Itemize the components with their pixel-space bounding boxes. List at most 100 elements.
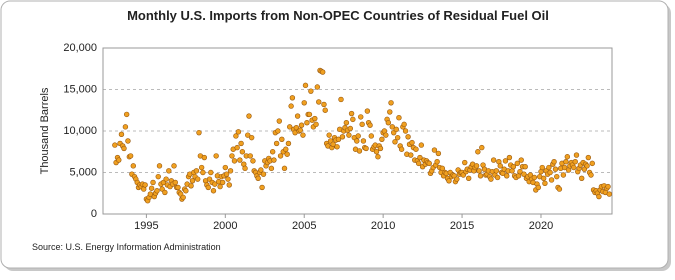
- point: [473, 163, 480, 169]
- point: [518, 157, 524, 163]
- point: [247, 153, 253, 159]
- point: [546, 164, 552, 171]
- y-tick-label: 5,000: [69, 166, 97, 178]
- point: [368, 133, 375, 139]
- point: [219, 179, 226, 186]
- point: [227, 168, 234, 174]
- point: [222, 164, 229, 171]
- point: [313, 121, 319, 128]
- point: [454, 176, 460, 182]
- x-tick-label: 2015: [450, 220, 474, 232]
- point: [285, 140, 292, 147]
- point: [213, 153, 219, 159]
- point: [358, 114, 364, 120]
- y-tick-label: 0: [91, 208, 97, 220]
- point: [584, 163, 590, 169]
- point: [294, 113, 301, 119]
- point: [298, 122, 305, 128]
- point: [200, 169, 206, 176]
- point: [389, 124, 396, 130]
- point: [417, 154, 423, 161]
- point: [571, 164, 577, 171]
- point: [277, 153, 284, 159]
- point: [308, 88, 314, 94]
- x-tick-label: 2005: [292, 220, 316, 232]
- x-tick-label: 2010: [371, 220, 395, 232]
- point: [163, 176, 169, 182]
- y-axis-label: Thousand Barrels: [39, 87, 51, 174]
- point: [255, 175, 261, 182]
- point: [234, 144, 240, 151]
- point: [564, 154, 571, 160]
- point: [205, 184, 211, 191]
- point: [339, 134, 346, 140]
- point: [514, 160, 521, 167]
- point: [238, 140, 244, 147]
- point: [606, 191, 613, 197]
- point: [373, 149, 380, 155]
- point: [118, 131, 125, 138]
- point: [112, 142, 118, 148]
- point: [554, 173, 560, 180]
- point: [401, 121, 407, 128]
- point: [418, 142, 425, 148]
- point: [475, 149, 481, 155]
- point: [312, 115, 318, 122]
- y-tick-label: 20,000: [63, 42, 97, 54]
- point: [150, 179, 156, 186]
- point: [377, 145, 384, 152]
- point: [540, 175, 547, 182]
- point: [142, 182, 148, 188]
- point: [334, 144, 340, 150]
- point: [388, 100, 394, 106]
- point: [171, 163, 177, 169]
- point: [268, 165, 275, 172]
- point: [561, 164, 568, 171]
- point: [223, 171, 230, 177]
- point: [273, 140, 280, 147]
- point: [497, 163, 503, 169]
- point: [304, 119, 310, 126]
- point: [226, 182, 232, 188]
- point: [542, 180, 548, 186]
- point: [488, 176, 494, 182]
- point: [217, 183, 223, 190]
- point: [123, 111, 130, 118]
- point: [521, 171, 527, 177]
- point: [276, 118, 282, 124]
- point: [413, 146, 419, 152]
- y-tick-label: 15,000: [63, 83, 97, 95]
- point: [346, 132, 352, 138]
- point: [392, 139, 398, 145]
- point: [465, 175, 472, 182]
- point: [573, 152, 580, 158]
- source: Source: U.S. Energy Information Administ…: [32, 242, 221, 252]
- point: [379, 136, 385, 143]
- point: [147, 191, 154, 197]
- point: [321, 101, 327, 108]
- point: [462, 159, 468, 166]
- point: [560, 172, 567, 178]
- point: [175, 184, 181, 191]
- point: [435, 150, 442, 157]
- point: [356, 148, 363, 154]
- point: [408, 152, 414, 158]
- point: [229, 153, 235, 159]
- point: [552, 166, 559, 172]
- point: [522, 163, 528, 170]
- chart-title: Monthly U.S. Imports from Non-OPEC Count…: [127, 8, 549, 23]
- point: [242, 165, 248, 172]
- point: [306, 111, 313, 118]
- point: [245, 132, 251, 138]
- point: [578, 175, 585, 182]
- point: [212, 181, 218, 187]
- point: [259, 184, 265, 191]
- point: [231, 158, 238, 164]
- point: [556, 186, 563, 192]
- point: [156, 163, 163, 169]
- point: [402, 128, 409, 134]
- point: [269, 149, 276, 155]
- point: [490, 157, 497, 163]
- point: [250, 158, 256, 164]
- point: [127, 153, 134, 159]
